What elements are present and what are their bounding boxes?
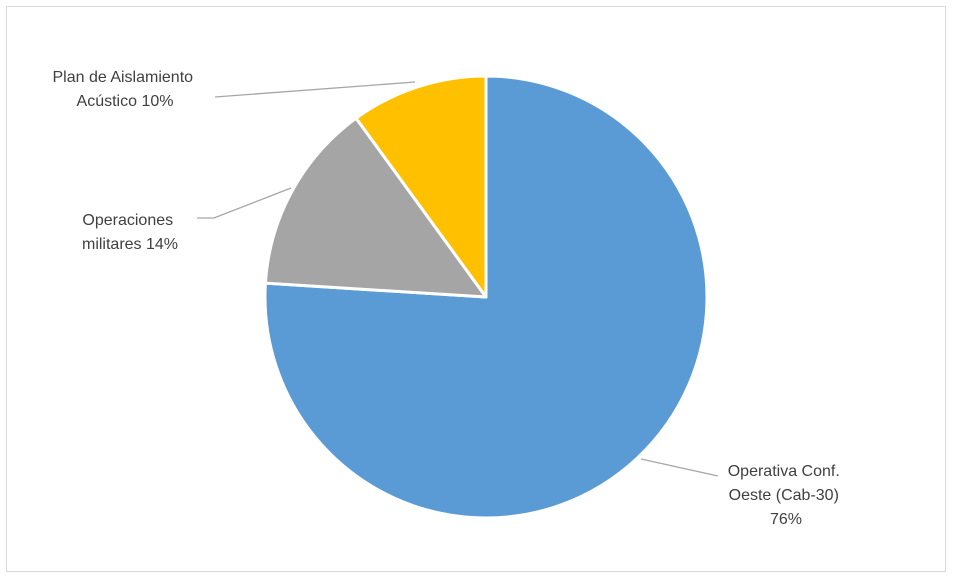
slice-label-operativa-line-2: Oeste (Cab-30) [729, 487, 839, 504]
pie-slices [263, 74, 709, 520]
pie-slice-aislamiento [354, 74, 488, 299]
slice-label-operaciones-line-1: Operaciones [82, 212, 173, 229]
pie-slice-operaciones [263, 116, 488, 299]
leader-line-aislamiento [214, 81, 416, 98]
slice-label-operativa-line-1: Operativa Conf. [728, 463, 840, 480]
slice-label-aislamiento-line-1: Plan de Aislamiento [53, 69, 194, 86]
slice-label-operaciones-line-2: militares 14% [82, 236, 178, 253]
leader-lines [197, 81, 719, 477]
slice-label-operativa: Operativa Conf. Oeste (Cab-30) 76% [728, 463, 845, 528]
leader-line-operaciones [197, 187, 292, 219]
slice-label-operaciones: Operaciones militares 14% [82, 212, 178, 253]
slice-label-aislamiento-line-2: Acústico 10% [77, 93, 174, 110]
pie-slice-operativa [263, 74, 709, 520]
slice-label-operativa-line-3: 76% [770, 511, 802, 528]
slice-label-aislamiento: Plan de Aislamiento Acústico 10% [53, 69, 198, 110]
leader-line-operativa [640, 458, 719, 477]
